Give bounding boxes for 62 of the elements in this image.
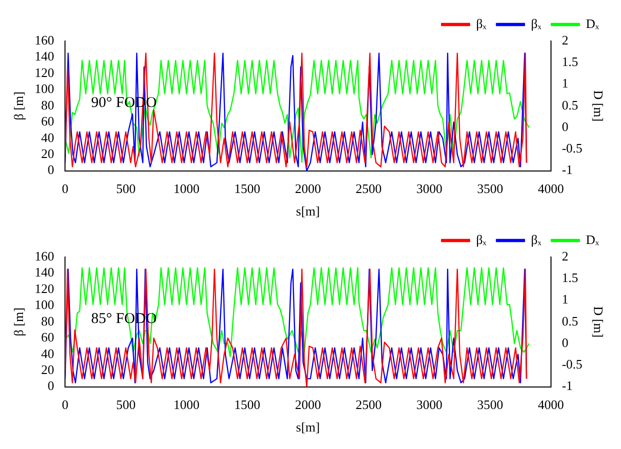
y-tick-label: 80 xyxy=(41,313,54,328)
y2-tick-label: 0.5 xyxy=(562,313,578,328)
x-tick-label: 4000 xyxy=(538,397,564,412)
y-tick-label: 140 xyxy=(34,264,54,280)
y-tick-label: 160 xyxy=(34,248,54,264)
x-tick-label: 2500 xyxy=(356,397,382,412)
y-tick-label: 0 xyxy=(48,162,54,178)
x-tick-label: 1000 xyxy=(174,397,200,412)
x-tick-label: 2000 xyxy=(294,397,321,412)
y2-tick-label: 1 xyxy=(562,292,568,307)
y2-tick-label: 1.5 xyxy=(562,270,578,286)
x-tick-label: 2000 xyxy=(294,181,321,196)
y-tick-label: 20 xyxy=(41,362,54,377)
legend-label: βₓ xyxy=(530,16,542,31)
x-tick-label: 2500 xyxy=(356,181,382,196)
y2-tick-label: -1 xyxy=(562,162,573,178)
y2-tick-label: 2 xyxy=(562,32,568,48)
y2-tick-label: 0 xyxy=(562,118,568,134)
legend-label: Dₓ xyxy=(586,232,600,247)
x-tick-label: 3500 xyxy=(477,397,504,412)
y2-tick-label: -0.5 xyxy=(562,356,582,372)
y-tick-label: 0 xyxy=(48,378,54,394)
y-tick-label: 100 xyxy=(34,297,54,312)
y-axis-title: β [m] xyxy=(11,308,26,336)
x-tick-label: 3000 xyxy=(416,397,442,412)
x-tick-label: 4000 xyxy=(538,181,564,196)
y-tick-label: 60 xyxy=(41,114,54,129)
y-tick-label: 160 xyxy=(34,32,54,48)
x-axis-title: s[m] xyxy=(296,204,320,219)
x-tick-label: 1500 xyxy=(234,397,260,412)
y2-tick-label: 1.5 xyxy=(562,54,578,70)
y-tick-label: 60 xyxy=(41,330,54,345)
x-tick-label: 0 xyxy=(62,397,68,412)
y-tick-label: 120 xyxy=(34,64,54,80)
y-tick-label: 120 xyxy=(34,280,54,296)
y2-tick-label: 0.5 xyxy=(562,97,578,112)
y2-tick-label: 0 xyxy=(562,334,568,350)
y2-axis-title: D [m] xyxy=(590,306,606,338)
y-tick-label: 100 xyxy=(34,81,54,96)
legend-label: Dₓ xyxy=(586,16,600,31)
legend-label: βₓ xyxy=(476,232,487,247)
y2-axis-title: D [m] xyxy=(590,90,606,122)
x-tick-label: 1000 xyxy=(174,181,200,196)
y-tick-label: 140 xyxy=(34,48,54,64)
x-tick-label: 500 xyxy=(116,397,136,412)
y2-tick-label: -1 xyxy=(562,378,573,394)
x-tick-label: 3000 xyxy=(416,181,442,196)
x-tick-label: 1500 xyxy=(234,181,260,196)
y-tick-label: 40 xyxy=(41,130,54,145)
legend-label: βₓ xyxy=(476,16,487,31)
y2-tick-label: 1 xyxy=(562,76,568,91)
x-tick-label: 500 xyxy=(116,181,136,196)
y2-tick-label: -0.5 xyxy=(562,140,582,156)
y-tick-label: 40 xyxy=(41,346,54,361)
y2-tick-label: 2 xyxy=(562,248,568,264)
y-tick-label: 80 xyxy=(41,97,54,112)
legend-label: βₓ xyxy=(530,232,542,247)
x-tick-label: 3500 xyxy=(477,181,504,196)
y-axis-title: β [m] xyxy=(11,92,26,120)
y-tick-label: 20 xyxy=(41,146,54,161)
x-axis-title: s[m] xyxy=(296,420,320,435)
x-tick-label: 0 xyxy=(62,181,68,196)
